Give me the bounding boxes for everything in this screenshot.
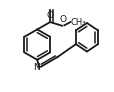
Text: O: O [59,15,65,24]
Text: CH₃: CH₃ [70,18,86,27]
Text: O: O [46,11,53,20]
Text: N: N [33,63,40,72]
